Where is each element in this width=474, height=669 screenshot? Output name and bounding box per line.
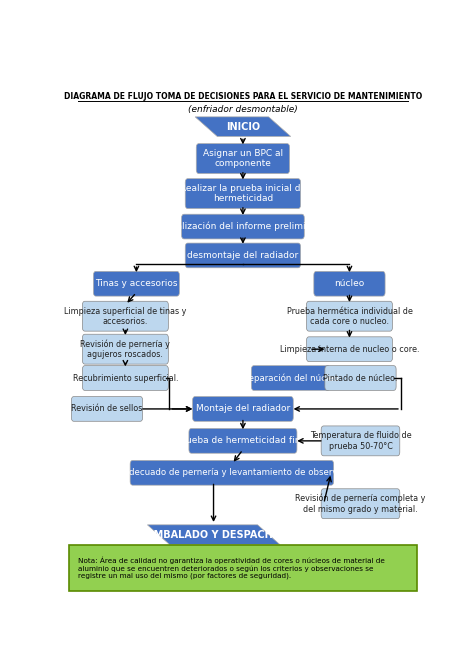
FancyBboxPatch shape [314, 272, 385, 296]
FancyBboxPatch shape [189, 429, 297, 453]
Text: (enfriador desmontable): (enfriador desmontable) [188, 105, 298, 114]
Text: Prueba de hermeticidad final: Prueba de hermeticidad final [177, 436, 309, 446]
FancyBboxPatch shape [82, 334, 168, 364]
FancyBboxPatch shape [192, 397, 293, 421]
Text: desmontaje del radiador: desmontaje del radiador [187, 251, 299, 260]
FancyBboxPatch shape [251, 366, 330, 391]
FancyBboxPatch shape [196, 144, 290, 173]
Text: EMBALADO Y DESPACHO: EMBALADO Y DESPACHO [146, 530, 281, 540]
Text: Prueba hermética individual de
cada core o nucleo.: Prueba hermética individual de cada core… [286, 306, 412, 326]
FancyBboxPatch shape [82, 366, 168, 391]
FancyBboxPatch shape [185, 243, 301, 268]
Text: Montaje del radiador: Montaje del radiador [196, 405, 290, 413]
Polygon shape [195, 117, 291, 136]
Text: Limpieza superficial de tinas y
accesorios.: Limpieza superficial de tinas y accesori… [64, 306, 187, 326]
FancyBboxPatch shape [69, 545, 417, 591]
FancyBboxPatch shape [130, 460, 334, 485]
Text: Revisión de sellos: Revisión de sellos [71, 405, 143, 413]
Text: Limpieza interna de nucleo o core.: Limpieza interna de nucleo o core. [280, 345, 419, 354]
FancyBboxPatch shape [307, 301, 392, 331]
Text: Tinas y accesorios: Tinas y accesorios [95, 279, 178, 288]
FancyBboxPatch shape [182, 214, 304, 239]
Text: Temperatura de fluido de
prueba 50-70°C: Temperatura de fluido de prueba 50-70°C [310, 432, 411, 450]
FancyBboxPatch shape [93, 272, 179, 296]
Text: INICIO: INICIO [226, 122, 260, 132]
Text: Recubrimiento superficial.: Recubrimiento superficial. [73, 373, 178, 383]
Text: Realización del informe preliminar: Realización del informe preliminar [165, 222, 321, 231]
FancyBboxPatch shape [82, 301, 168, 331]
FancyBboxPatch shape [321, 426, 400, 456]
Text: Revisión de pernería completa y
del mismo grado y material.: Revisión de pernería completa y del mism… [295, 494, 426, 514]
FancyBboxPatch shape [307, 337, 392, 361]
Text: Nota: Área de calidad no garantiza la operatividad de cores o núcleos de materia: Nota: Área de calidad no garantiza la op… [78, 557, 384, 579]
Text: Realizar la prueba inicial de
hermeticidad: Realizar la prueba inicial de hermeticid… [180, 184, 306, 203]
Text: Asignar un BPC al
componente: Asignar un BPC al componente [203, 149, 283, 169]
FancyBboxPatch shape [321, 489, 400, 518]
Text: Ajuste adecuado de pernería y levantamiento de observaciones: Ajuste adecuado de pernería y levantamie… [94, 468, 370, 477]
Text: Revisión de pernería y
agujeros roscados.: Revisión de pernería y agujeros roscados… [81, 339, 170, 359]
Text: DIAGRAMA DE FLUJO TOMA DE DECISIONES PARA EL SERVICIO DE MANTENIMIENTO: DIAGRAMA DE FLUJO TOMA DE DECISIONES PAR… [64, 92, 422, 101]
Polygon shape [147, 525, 280, 545]
Text: núcleo: núcleo [334, 279, 365, 288]
Text: Reparación del núcleo: Reparación del núcleo [243, 373, 338, 383]
FancyBboxPatch shape [185, 179, 301, 209]
FancyBboxPatch shape [325, 366, 396, 391]
FancyBboxPatch shape [72, 397, 143, 421]
Text: Pintado de núcleo.: Pintado de núcleo. [323, 373, 398, 383]
